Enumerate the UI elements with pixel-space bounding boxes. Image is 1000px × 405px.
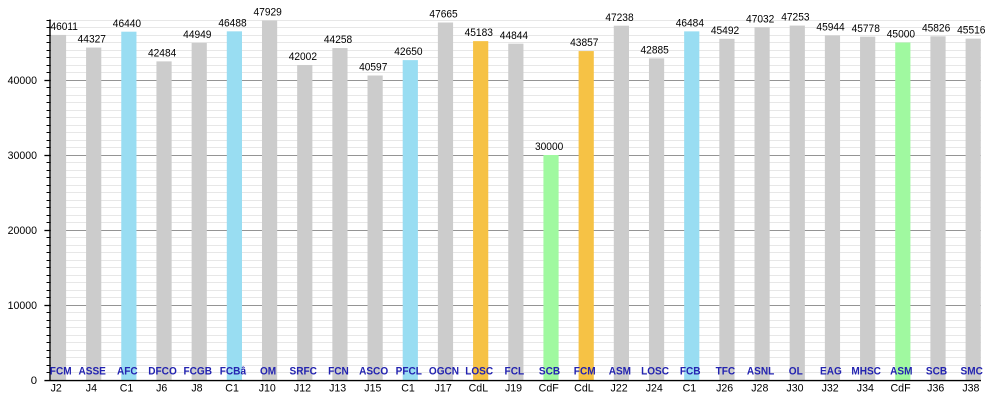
svg-text:J13: J13 — [329, 383, 346, 395]
svg-text:46440: 46440 — [113, 18, 141, 30]
svg-text:EAG: EAG — [820, 366, 842, 378]
svg-text:OGCN: OGCN — [429, 366, 459, 378]
svg-text:20000: 20000 — [8, 225, 37, 237]
svg-text:40000: 40000 — [8, 75, 37, 87]
svg-text:47253: 47253 — [781, 12, 809, 24]
svg-text:C1: C1 — [225, 383, 239, 395]
svg-text:ASSE: ASSE — [78, 366, 106, 378]
svg-text:44258: 44258 — [324, 34, 352, 46]
svg-text:ASCO: ASCO — [359, 366, 388, 378]
svg-text:ASNL: ASNL — [747, 366, 774, 378]
svg-text:CdF: CdF — [539, 383, 559, 395]
svg-text:47032: 47032 — [746, 13, 774, 25]
svg-text:45516: 45516 — [957, 25, 985, 37]
svg-text:30000: 30000 — [535, 141, 563, 153]
svg-text:45000: 45000 — [887, 29, 915, 41]
svg-text:J4: J4 — [86, 383, 97, 395]
svg-text:43857: 43857 — [570, 37, 598, 49]
svg-text:J10: J10 — [259, 383, 276, 395]
svg-text:J26: J26 — [716, 383, 733, 395]
svg-text:SRFC: SRFC — [290, 366, 317, 378]
svg-text:C1: C1 — [683, 383, 697, 395]
svg-text:30000: 30000 — [8, 150, 37, 162]
svg-text:CdL: CdL — [469, 383, 489, 395]
svg-text:MHSC: MHSC — [851, 366, 881, 378]
svg-text:46484: 46484 — [676, 17, 704, 29]
svg-text:47238: 47238 — [605, 12, 633, 24]
svg-text:0: 0 — [31, 375, 37, 387]
svg-text:44949: 44949 — [183, 29, 211, 41]
svg-text:FCL: FCL — [505, 366, 525, 378]
svg-text:J34: J34 — [857, 383, 874, 395]
svg-text:42484: 42484 — [148, 47, 176, 59]
svg-text:TFC: TFC — [716, 366, 736, 378]
svg-text:45492: 45492 — [711, 25, 739, 37]
svg-text:J17: J17 — [435, 383, 452, 395]
svg-text:J32: J32 — [822, 383, 839, 395]
svg-text:J30: J30 — [786, 383, 803, 395]
svg-text:J12: J12 — [294, 383, 311, 395]
svg-text:J2: J2 — [51, 383, 62, 395]
svg-text:J24: J24 — [646, 383, 663, 395]
svg-text:J36: J36 — [927, 383, 944, 395]
svg-text:44844: 44844 — [500, 30, 528, 42]
svg-text:C1: C1 — [120, 383, 134, 395]
svg-text:45944: 45944 — [816, 22, 844, 34]
svg-text:42650: 42650 — [394, 46, 422, 58]
svg-text:FCGB: FCGB — [183, 366, 212, 378]
svg-text:ASM: ASM — [609, 366, 631, 378]
svg-text:FCB: FCB — [680, 366, 701, 378]
svg-text:J6: J6 — [156, 383, 167, 395]
svg-text:FCM: FCM — [50, 366, 72, 378]
svg-text:C1: C1 — [401, 383, 415, 395]
svg-text:45183: 45183 — [465, 27, 493, 39]
svg-text:45778: 45778 — [852, 23, 880, 35]
svg-text:40597: 40597 — [359, 62, 387, 74]
svg-text:SCB: SCB — [539, 366, 560, 378]
svg-text:42002: 42002 — [289, 51, 317, 63]
svg-text:J38: J38 — [962, 383, 979, 395]
svg-text:47665: 47665 — [429, 9, 457, 21]
svg-text:LOSC: LOSC — [465, 366, 493, 378]
svg-text:ASM: ASM — [890, 366, 912, 378]
svg-text:J8: J8 — [191, 383, 202, 395]
svg-text:SCB: SCB — [926, 366, 947, 378]
svg-text:CdL: CdL — [574, 383, 594, 395]
svg-text:J28: J28 — [751, 383, 768, 395]
svg-text:10000: 10000 — [8, 300, 37, 312]
svg-text:46011: 46011 — [50, 21, 78, 33]
svg-text:LOSC: LOSC — [641, 366, 669, 378]
svg-text:J22: J22 — [611, 383, 628, 395]
svg-text:AFC: AFC — [117, 366, 138, 378]
svg-text:CdF: CdF — [890, 383, 910, 395]
svg-text:45826: 45826 — [922, 22, 950, 34]
svg-text:47929: 47929 — [254, 7, 282, 19]
svg-text:J15: J15 — [364, 383, 381, 395]
svg-text:PFCL: PFCL — [396, 366, 422, 378]
svg-text:FCM: FCM — [574, 366, 596, 378]
svg-text:OL: OL — [789, 366, 803, 378]
svg-text:DFCO: DFCO — [148, 366, 177, 378]
svg-text:SMC: SMC — [961, 366, 983, 378]
svg-text:FCN: FCN — [328, 366, 349, 378]
svg-text:46488: 46488 — [218, 17, 246, 29]
svg-text:42885: 42885 — [641, 44, 669, 56]
svg-text:J19: J19 — [505, 383, 522, 395]
svg-text:44327: 44327 — [78, 34, 106, 46]
svg-text:FCBâ: FCBâ — [220, 366, 247, 378]
svg-text:OM: OM — [260, 366, 276, 378]
